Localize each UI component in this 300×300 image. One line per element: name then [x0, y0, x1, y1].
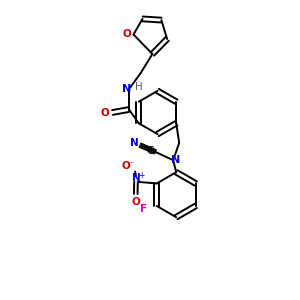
Text: O: O [122, 161, 130, 171]
Text: N: N [122, 84, 131, 94]
Text: -: - [130, 158, 133, 167]
Text: H: H [135, 82, 142, 92]
Text: C: C [147, 146, 154, 156]
Text: O: O [122, 29, 131, 39]
Text: O: O [131, 197, 140, 207]
Text: N: N [130, 138, 139, 148]
Text: N: N [171, 154, 180, 165]
Text: F: F [140, 204, 147, 214]
Text: N: N [132, 173, 140, 183]
Text: +: + [138, 171, 144, 180]
Text: O: O [100, 107, 109, 118]
